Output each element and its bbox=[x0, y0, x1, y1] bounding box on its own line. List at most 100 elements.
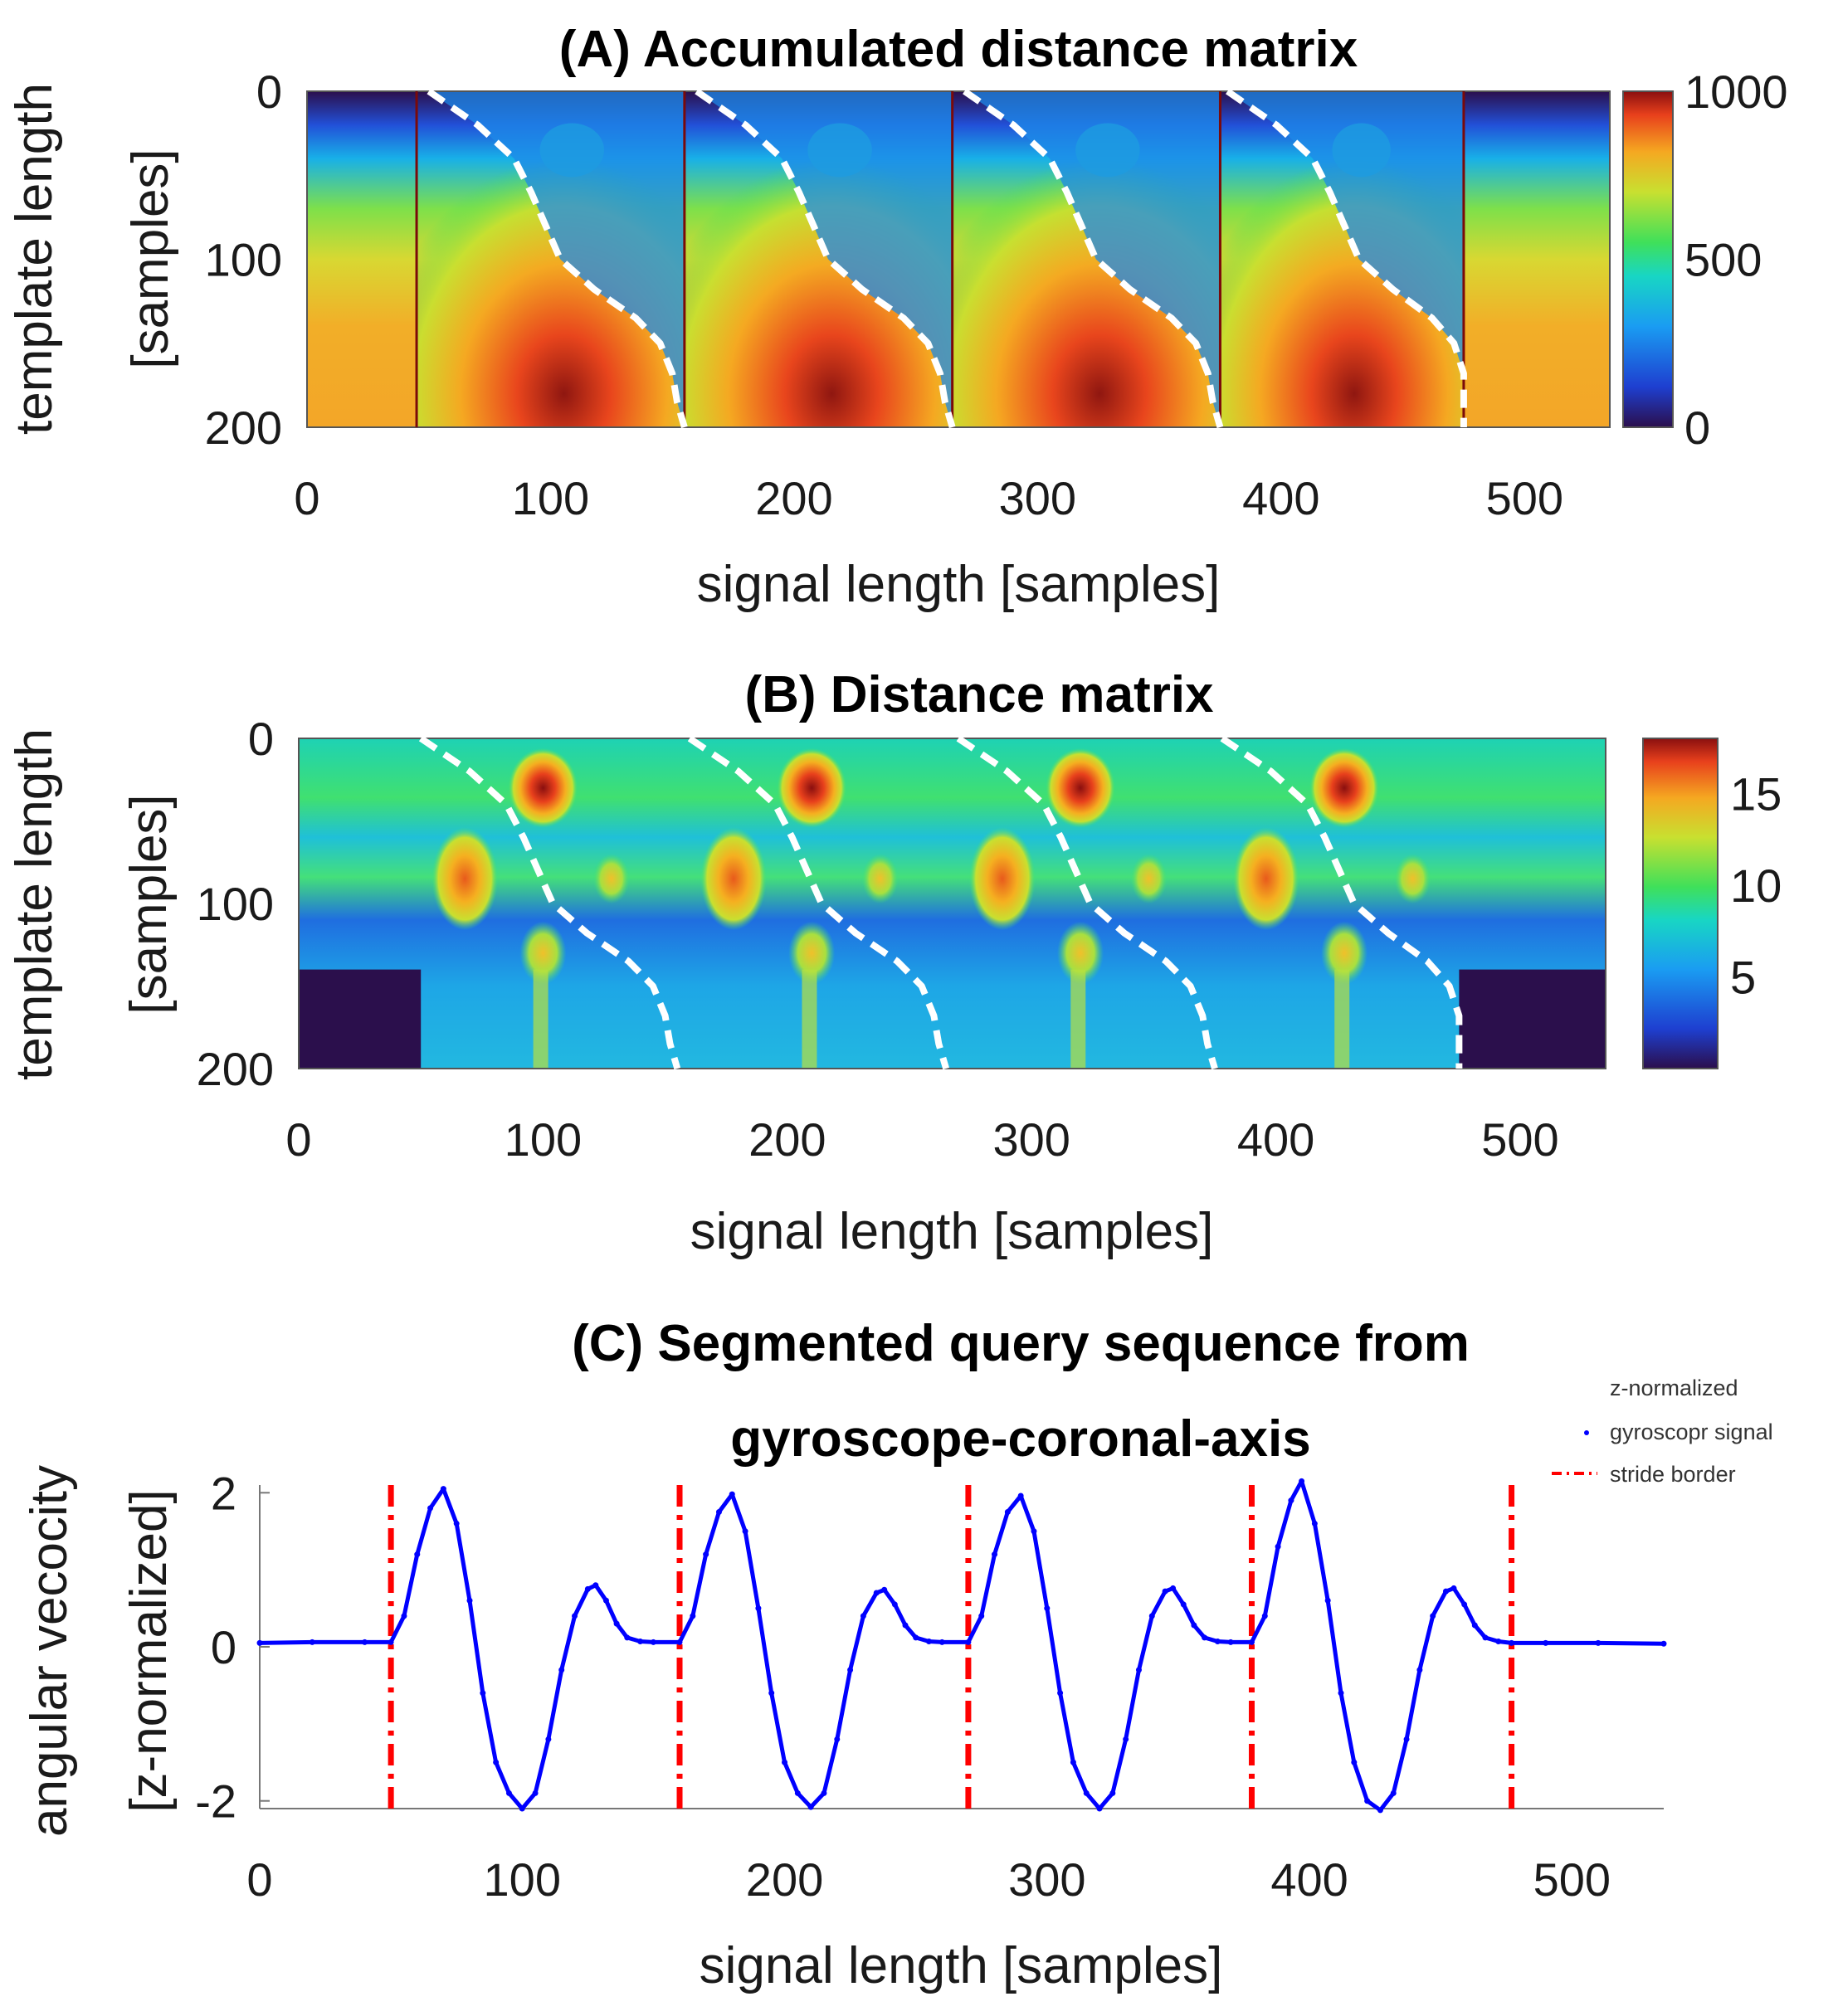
panel-b-y-tick-200: 200 bbox=[197, 1043, 274, 1095]
panel-b-hotspot-low-3 bbox=[1057, 921, 1104, 985]
panel-b-frame bbox=[298, 738, 1606, 1069]
panel-c-point-76 bbox=[1338, 1690, 1344, 1697]
panel-c-y-tick-0: 0 bbox=[211, 1621, 236, 1673]
panel-b-colorbar-tick-15: 15 bbox=[1730, 767, 1782, 820]
panel-b-hotspot-small-3 bbox=[1130, 854, 1168, 904]
panel-b-x-tick-500: 500 bbox=[1481, 1113, 1558, 1166]
panel-c-point-75 bbox=[1324, 1597, 1331, 1604]
panel-c-y-ticks: -2 0 2 bbox=[195, 1467, 270, 1828]
panel-c-point-51 bbox=[1017, 1493, 1024, 1499]
panel-c-point-69 bbox=[1248, 1639, 1255, 1645]
panel-b-dark-left bbox=[299, 969, 422, 1069]
panel-c-point-73 bbox=[1299, 1478, 1305, 1484]
panel-c-point-92 bbox=[1595, 1639, 1602, 1646]
panel-a-segment-3-cool-region bbox=[964, 91, 1221, 427]
panel-a-frame bbox=[306, 90, 1611, 428]
panel-c-point-7 bbox=[440, 1486, 446, 1493]
panel-a-x-tick-100: 100 bbox=[512, 472, 589, 524]
panel-a-warping-paths bbox=[427, 88, 1467, 429]
panel-c-point-53 bbox=[1044, 1605, 1051, 1612]
panel-c-point-27 bbox=[703, 1551, 709, 1558]
panel-a-x-tick-400: 400 bbox=[1242, 472, 1319, 524]
panel-b-hotspot-small-2 bbox=[861, 854, 899, 904]
panel-c-stride-borders bbox=[388, 1485, 1515, 1809]
panel-c-point-30 bbox=[742, 1528, 748, 1535]
panel-b-hotspot-mid-4 bbox=[1232, 827, 1299, 931]
panel-b-hotspot-top-2 bbox=[777, 747, 847, 828]
panel-c-point-22 bbox=[624, 1634, 631, 1641]
panel-c-point-11 bbox=[493, 1759, 500, 1765]
panel-b-x-tick-0: 0 bbox=[285, 1113, 311, 1166]
panel-c-point-67 bbox=[1214, 1639, 1221, 1644]
panel-b-warping-paths bbox=[418, 735, 1463, 1070]
panel-c-point-80 bbox=[1390, 1790, 1397, 1796]
panel-c-point-64 bbox=[1180, 1601, 1187, 1608]
panel-b-y-ticks: 0 100 200 bbox=[197, 713, 274, 1095]
panel-c-point-12 bbox=[505, 1790, 512, 1796]
panel-c-point-70 bbox=[1261, 1613, 1268, 1619]
panel-c-point-25 bbox=[676, 1639, 683, 1645]
panel-c-point-34 bbox=[794, 1790, 801, 1796]
panel-c-segmented-signal: (C) Segmented query sequence from gyrosc… bbox=[21, 1315, 1773, 1994]
panel-c-point-52 bbox=[1031, 1528, 1037, 1535]
panel-c-point-84 bbox=[1443, 1588, 1450, 1595]
panel-c-y-label-line1: angular vecocity bbox=[21, 1465, 78, 1837]
panel-c-point-58 bbox=[1109, 1790, 1116, 1796]
panel-a-y-label-line1: template length bbox=[6, 83, 63, 435]
panel-b-hotspot-low-2 bbox=[788, 921, 836, 985]
panel-c-point-66 bbox=[1202, 1634, 1208, 1641]
panel-c-point-31 bbox=[755, 1605, 762, 1612]
panel-c-point-65 bbox=[1191, 1622, 1197, 1629]
panel-c-point-39 bbox=[860, 1613, 866, 1619]
panel-c-point-28 bbox=[715, 1509, 722, 1515]
panel-a-x-label: signal length [samples] bbox=[697, 556, 1221, 613]
panel-c-point-77 bbox=[1351, 1759, 1358, 1765]
panel-c-point-62 bbox=[1162, 1588, 1168, 1595]
panel-c-point-78 bbox=[1364, 1798, 1371, 1804]
panel-c-point-41 bbox=[881, 1586, 888, 1593]
panel-b-hotspot-low-1 bbox=[519, 921, 567, 985]
panel-a-heatmap bbox=[307, 91, 1610, 427]
panel-c-point-36 bbox=[821, 1790, 827, 1796]
panel-c-point-46 bbox=[939, 1639, 945, 1645]
panel-c-x-label: signal length [samples] bbox=[700, 1937, 1223, 1994]
panel-c-point-35 bbox=[807, 1804, 814, 1810]
panel-c-point-20 bbox=[602, 1597, 609, 1604]
panel-c-point-47 bbox=[965, 1639, 972, 1645]
panel-b-x-tick-100: 100 bbox=[505, 1113, 582, 1166]
panel-c-x-ticks: 0 100 200 300 400 500 bbox=[246, 1853, 1611, 1906]
panel-b-y-tick-100: 100 bbox=[197, 878, 274, 930]
panel-c-point-24 bbox=[650, 1639, 656, 1645]
panel-b-hotspot-low-4 bbox=[1321, 921, 1368, 985]
panel-b-hotspot-mid-1 bbox=[431, 827, 499, 931]
panel-a-x-tick-0: 0 bbox=[294, 472, 319, 524]
panel-b-hotspot-top-1 bbox=[508, 747, 578, 828]
panel-b-y-label-line2: [samples] bbox=[120, 794, 178, 1014]
legend-entry-stride-border: stride border bbox=[1610, 1462, 1736, 1487]
panel-b-hotspot-mid-2 bbox=[700, 827, 768, 931]
panel-c-title-line1: (C) Segmented query sequence from bbox=[572, 1315, 1470, 1372]
panel-b-hotspot-top-3 bbox=[1046, 747, 1116, 828]
panel-c-x-tick-100: 100 bbox=[484, 1853, 561, 1906]
panel-b-colorbar bbox=[1642, 738, 1719, 1069]
panel-b-x-tick-300: 300 bbox=[992, 1113, 1070, 1166]
panel-a-stride-borders bbox=[415, 91, 1465, 427]
panel-a-x-ticks: 0 100 200 300 400 500 bbox=[294, 472, 1563, 524]
panel-c-point-16 bbox=[558, 1667, 565, 1673]
panel-b-background bbox=[299, 738, 1606, 1069]
panel-c-point-56 bbox=[1083, 1790, 1090, 1796]
panel-b-stripe-3 bbox=[1070, 969, 1086, 1069]
panel-c-point-48 bbox=[978, 1613, 985, 1619]
panel-c-point-15 bbox=[545, 1736, 552, 1742]
panel-c-x-tick-300: 300 bbox=[1008, 1853, 1085, 1906]
panel-b-y-tick-0: 0 bbox=[248, 713, 274, 765]
panel-c-x-tick-500: 500 bbox=[1533, 1853, 1611, 1906]
legend-marker-signal bbox=[1584, 1430, 1589, 1435]
panel-c-point-14 bbox=[532, 1790, 539, 1796]
panel-c-y-tick-2: 2 bbox=[211, 1467, 236, 1519]
panel-a-segment-4-cool-region bbox=[1227, 91, 1464, 427]
panel-a-colorbar-tick-0: 0 bbox=[1684, 402, 1710, 454]
panel-c-point-60 bbox=[1135, 1667, 1142, 1673]
panel-a-accumulated-distance: (A) Accumulated distance matrix 0 100 200 3… bbox=[6, 21, 1788, 613]
panel-a-x-tick-200: 200 bbox=[755, 472, 832, 524]
